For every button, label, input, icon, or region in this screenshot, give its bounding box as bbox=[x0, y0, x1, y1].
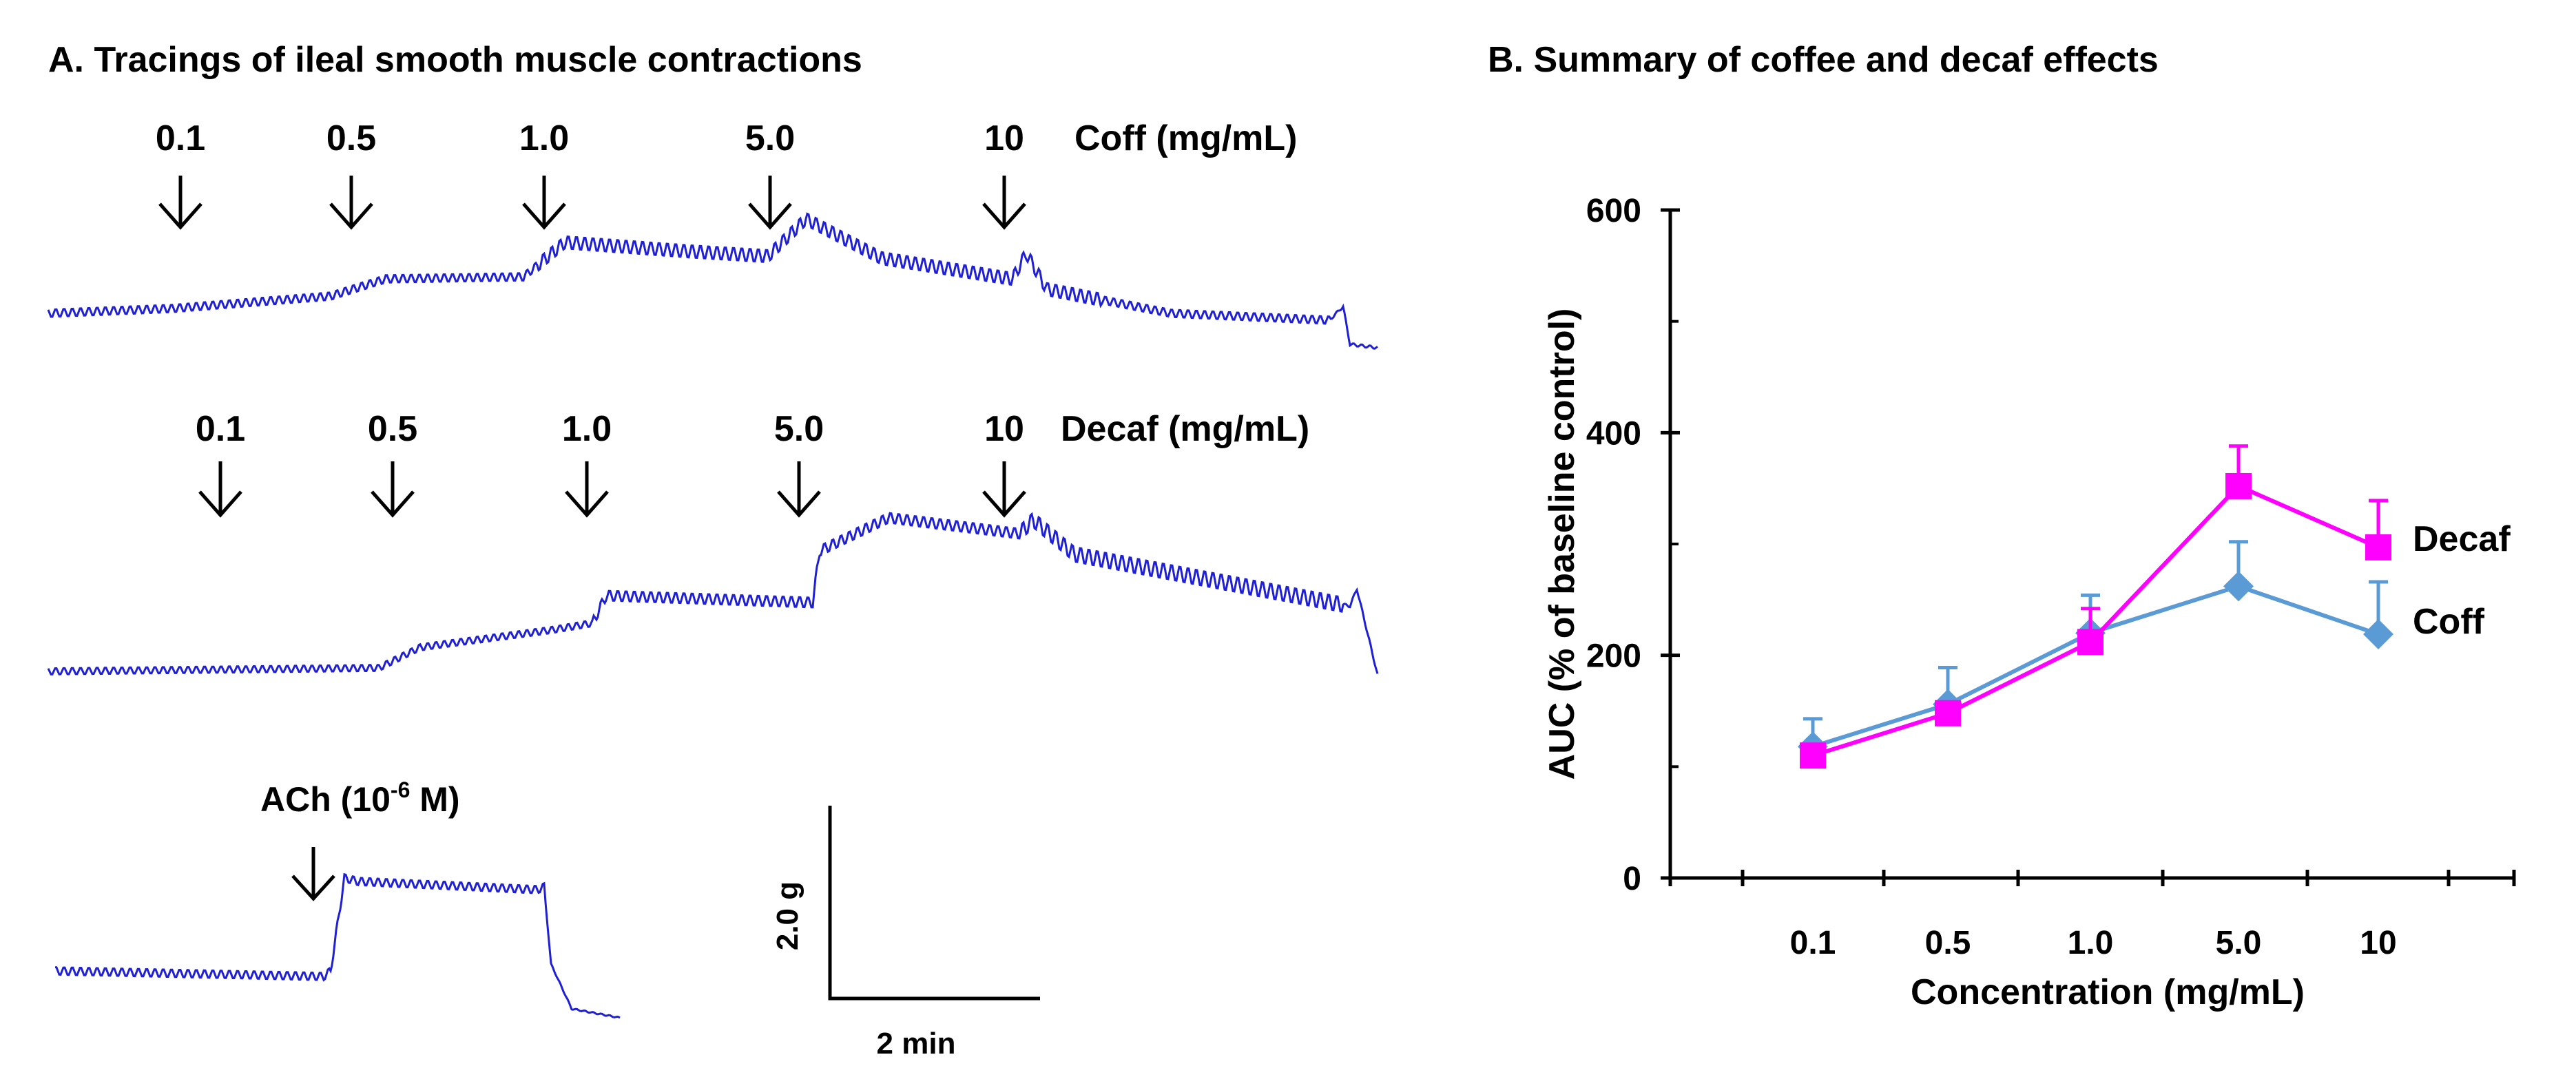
series-line bbox=[1812, 483, 2380, 758]
y-axis-label: AUC (% of baseline control) bbox=[1542, 308, 1582, 780]
coff-trace-group: Coff (mg/mL) 0.1 0.5 1.0 5.0 10 bbox=[47, 118, 1378, 350]
data-point bbox=[2077, 629, 2104, 656]
decaf-dose-arrow bbox=[982, 461, 1026, 518]
ach-label: ACh (10-6 M) bbox=[260, 777, 460, 819]
coff-dose-arrow bbox=[982, 176, 1026, 230]
scale-bar-y-label: 2.0 g bbox=[771, 881, 804, 950]
decaf-dose-label: 10 bbox=[984, 409, 1024, 449]
coff-dose-label: 5.0 bbox=[745, 118, 795, 158]
coff-dose-label: 0.1 bbox=[156, 118, 205, 158]
scale-bar-x-label: 2 min bbox=[877, 1027, 956, 1060]
y-tick-label: 600 bbox=[1586, 193, 1641, 229]
ach-exponent: -6 bbox=[391, 777, 410, 802]
ach-trace-group: ACh (10-6 M) bbox=[55, 777, 621, 1019]
scale-bar-lines bbox=[828, 806, 1040, 1001]
coff-dose-arrow bbox=[329, 176, 373, 230]
auc-chart: 0 200 400 600 0.1 0.5 1.0 5.0 10 Concentration (m… bbox=[1542, 193, 2516, 1012]
data-point bbox=[1800, 742, 1826, 769]
x-tick-label: 0.1 bbox=[1790, 925, 1836, 961]
decaf-dose-arrow bbox=[371, 461, 415, 518]
coff-dose-arrow bbox=[748, 176, 792, 230]
decaf-dose-label: 1.0 bbox=[562, 409, 612, 449]
coff-trace bbox=[47, 212, 1378, 350]
decaf-dose-arrow bbox=[565, 461, 609, 518]
x-tick-label: 0.5 bbox=[1925, 925, 1971, 961]
decaf-dose-label: 0.1 bbox=[196, 409, 245, 449]
coff-dose-label: 1.0 bbox=[519, 118, 569, 158]
decaf-dose-arrow bbox=[777, 461, 821, 518]
x-axis-label: Concentration (mg/mL) bbox=[1911, 972, 2305, 1012]
coff-dose-arrow bbox=[158, 176, 202, 230]
legend-label-decaf: Decaf bbox=[2413, 519, 2511, 559]
ach-trace bbox=[55, 872, 621, 1019]
legend-label-coff: Coff bbox=[2413, 602, 2485, 642]
data-point bbox=[2225, 472, 2252, 499]
panel-b-title: B. Summary of coffee and decaf effects bbox=[1488, 40, 2159, 80]
coff-dose-label: 0.5 bbox=[326, 118, 376, 158]
x-tick-label: 5.0 bbox=[2216, 925, 2262, 961]
y-tick-label: 400 bbox=[1586, 415, 1641, 452]
decaf-trace-group: Decaf (mg/mL) 0.1 0.5 1.0 5.0 10 bbox=[47, 409, 1379, 676]
data-point bbox=[2223, 571, 2254, 602]
data-point bbox=[2365, 534, 2391, 561]
decaf-dose-label: 5.0 bbox=[774, 409, 824, 449]
x-tick-label: 10 bbox=[2360, 925, 2396, 961]
coff-label: Coff (mg/mL) bbox=[1074, 118, 1297, 158]
ach-arrow bbox=[291, 847, 335, 901]
y-tick-label: 0 bbox=[1623, 861, 1641, 897]
panel-a-title: A. Tracings of ileal smooth muscle contr… bbox=[48, 40, 862, 80]
x-tick-label: 1.0 bbox=[2068, 925, 2114, 961]
scale-bar: 2.0 g 2 min bbox=[771, 806, 1040, 1060]
decaf-dose-arrow bbox=[198, 461, 242, 518]
decaf-label: Decaf (mg/mL) bbox=[1061, 409, 1309, 449]
coff-dose-arrow bbox=[522, 176, 566, 230]
series-decaf: Decaf bbox=[1800, 444, 2511, 769]
decaf-dose-label: 0.5 bbox=[368, 409, 417, 449]
series-line bbox=[1812, 584, 2379, 749]
data-point bbox=[1935, 700, 1961, 726]
coff-dose-label: 10 bbox=[984, 118, 1024, 158]
y-tick-label: 200 bbox=[1586, 638, 1641, 675]
decaf-trace bbox=[47, 512, 1379, 676]
data-point bbox=[2363, 618, 2393, 649]
